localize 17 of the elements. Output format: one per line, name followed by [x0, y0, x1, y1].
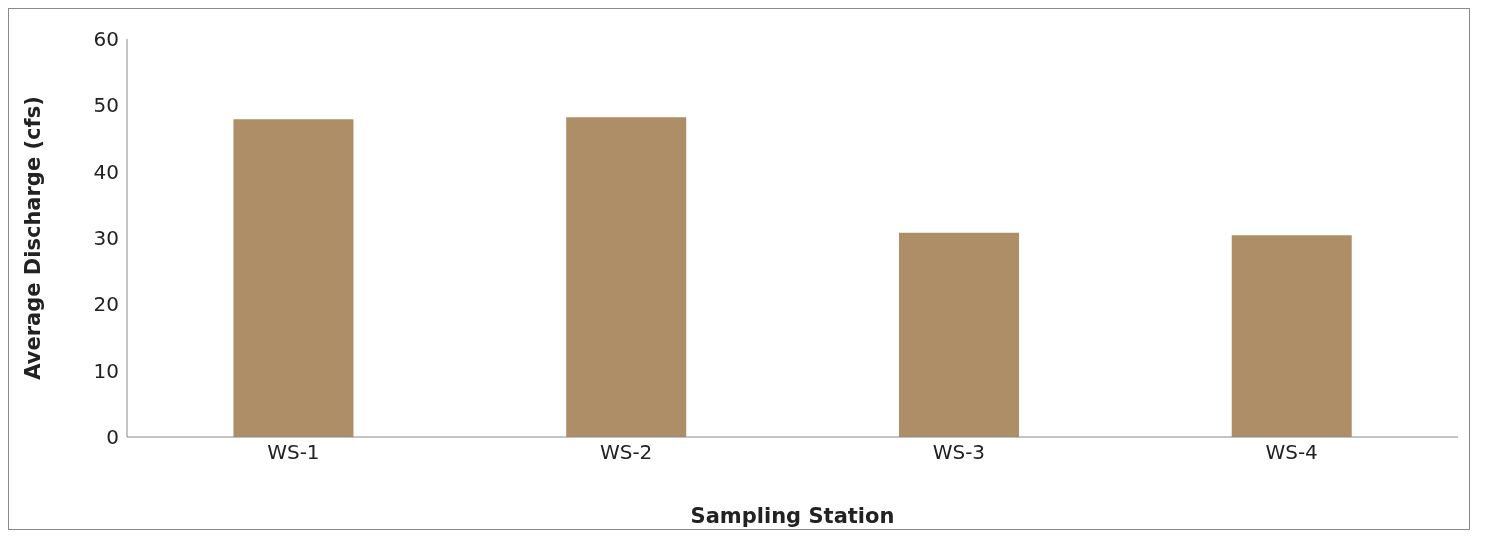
y-tick-label: 0: [106, 425, 119, 450]
bar: [233, 119, 354, 437]
y-tick-label: 40: [93, 159, 119, 184]
y-axis-title: Average Discharge (cfs): [21, 96, 46, 380]
y-tick-label: 30: [93, 226, 119, 251]
y-tick-label: 50: [93, 93, 119, 118]
x-axis-title: Sampling Station: [690, 504, 895, 528]
bar: [898, 232, 1019, 437]
bar: [1231, 235, 1352, 437]
x-tick-label: WS-1: [267, 440, 320, 465]
x-tick-label: WS-3: [932, 440, 986, 465]
y-tick-label: 60: [93, 27, 119, 52]
bar: [566, 117, 687, 437]
x-tick-label: WS-4: [1265, 440, 1318, 465]
x-tick-label: WS-2: [599, 440, 653, 465]
y-tick-label: 10: [93, 358, 119, 383]
y-tick-label: 20: [93, 292, 119, 317]
